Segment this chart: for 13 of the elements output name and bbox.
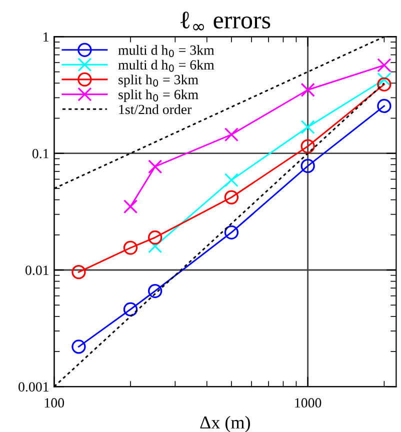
x-tick-label: 1000 <box>295 398 322 408</box>
x-tick-label: 100 <box>44 398 64 408</box>
y-tick-label: 0.1 <box>32 148 48 158</box>
legend-label: 1st/2nd order <box>119 104 192 114</box>
legend-label: multi d h$_{0}$ = 3km <box>118 45 214 58</box>
y-tick-label: 0.01 <box>26 266 48 276</box>
chart-title: ℓ$_{∞}$ errors <box>180 12 270 30</box>
legend-label: split h$_{0}$ = 3km <box>118 74 198 88</box>
x-axis-title: Δx (m) <box>200 416 250 432</box>
y-tick-label: 1 <box>44 32 48 42</box>
legend-label: multi d h$_{0}$ = 6km <box>118 60 214 72</box>
y-tick-label: 0.001 <box>18 382 48 392</box>
legend-label: split h$_{0}$ = 6km <box>118 89 198 102</box>
